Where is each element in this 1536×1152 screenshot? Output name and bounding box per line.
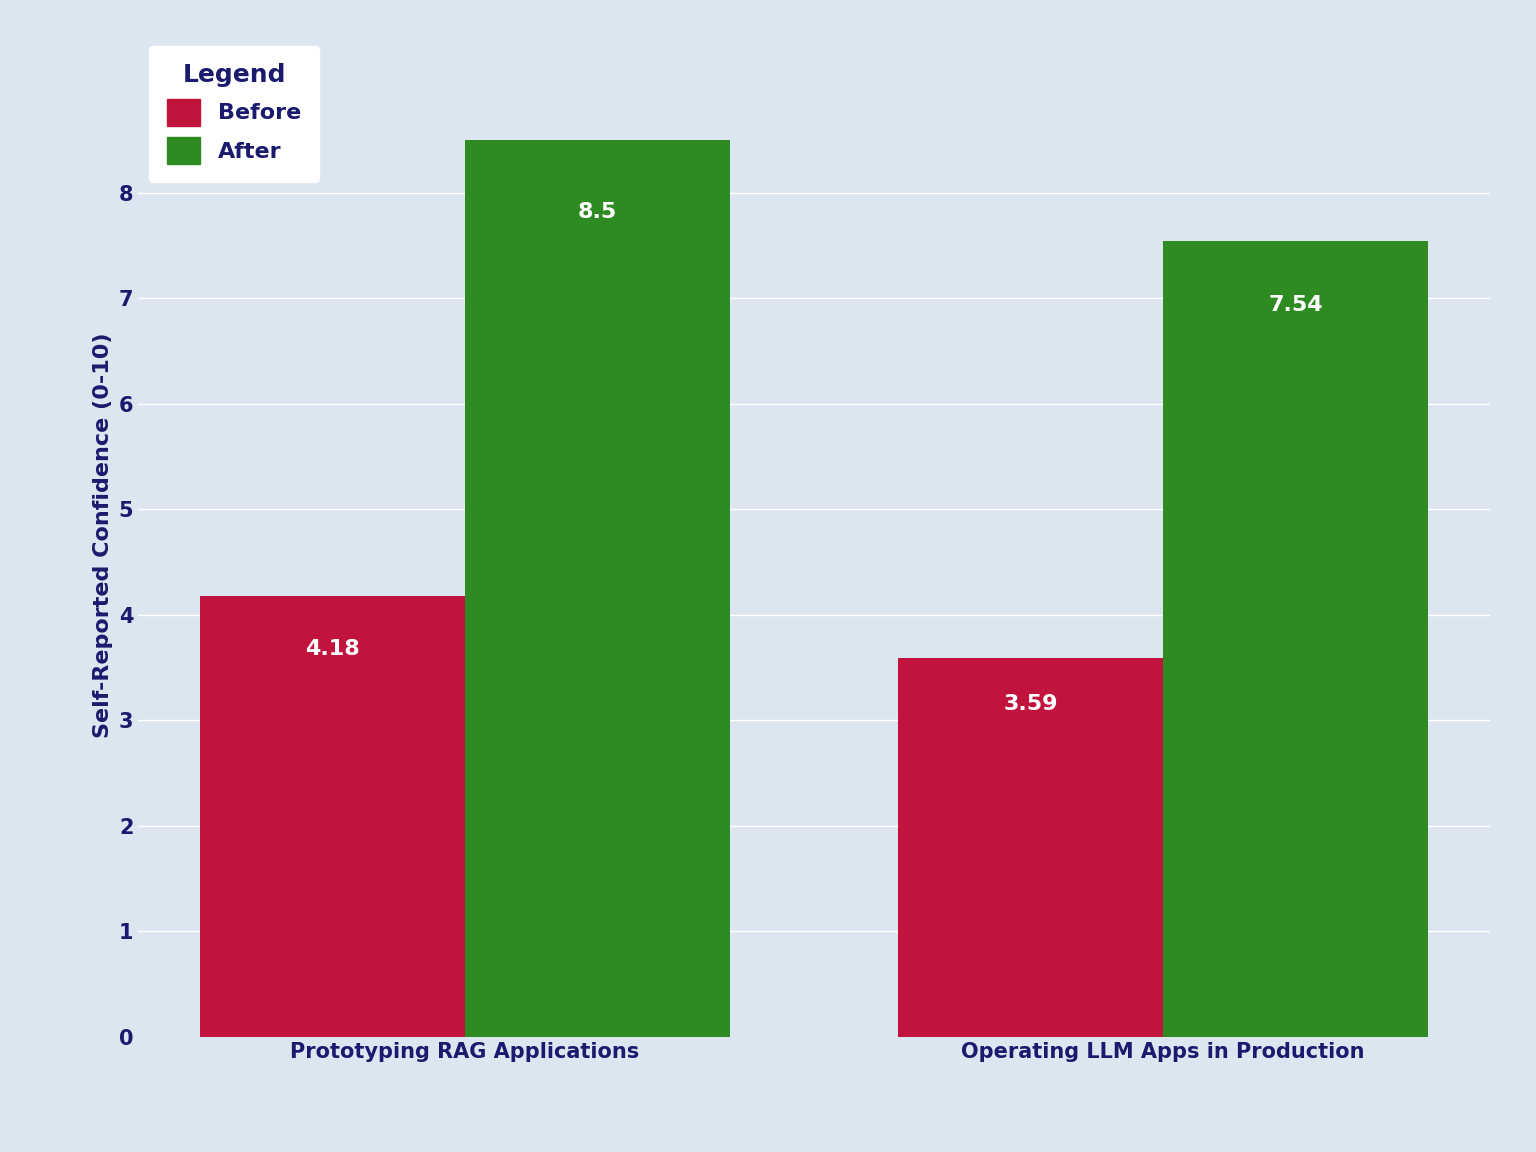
Bar (200, 596, 465, 1037)
Bar (899, 658, 1163, 1037)
Text: 4.18: 4.18 (306, 638, 359, 659)
Y-axis label: Self-Reported Confidence (0-10): Self-Reported Confidence (0-10) (94, 333, 114, 738)
Bar (465, 141, 730, 1037)
Text: 7.54: 7.54 (1269, 295, 1322, 314)
Text: 8.5: 8.5 (578, 202, 617, 222)
Text: 3.59: 3.59 (1003, 694, 1058, 713)
Bar (1163, 241, 1428, 1037)
Legend: Before, After: Before, After (149, 46, 319, 182)
